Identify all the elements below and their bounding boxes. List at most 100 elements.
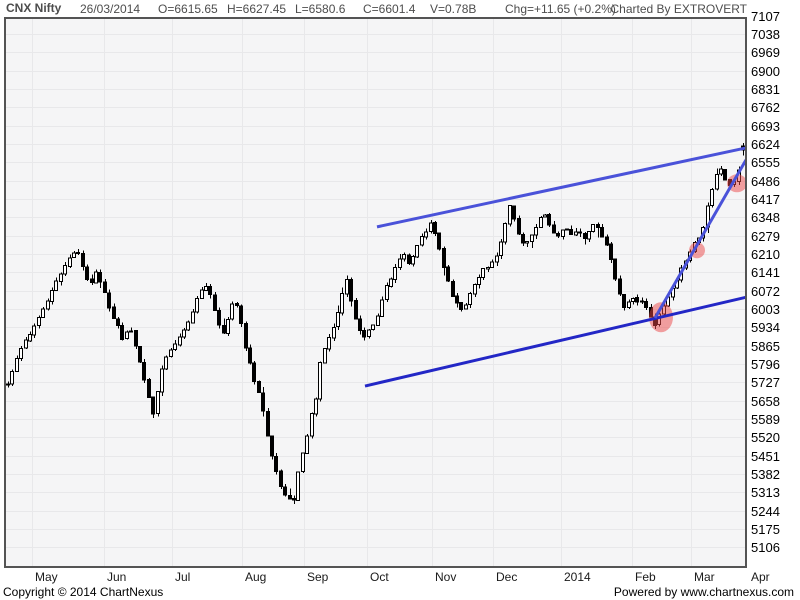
candle-body-up [305, 435, 309, 454]
price-tick-label: 6486 [751, 173, 780, 189]
candle-body-down [635, 297, 639, 303]
candle-body-down [147, 379, 151, 398]
candle-body-down [217, 310, 221, 326]
candle-body-up [473, 284, 477, 295]
month-tick-label: Feb [635, 570, 656, 584]
quote-date: 26/03/2014 [80, 2, 141, 16]
candle-body-up [490, 261, 494, 268]
price-tick-label: 5175 [751, 522, 780, 538]
month-tick-label: Oct [370, 570, 389, 584]
candle-body-up [63, 265, 67, 275]
price-tick-label: 6969 [751, 45, 780, 61]
candle-body-up [332, 326, 336, 339]
candle-body-down [517, 217, 521, 235]
candle-body-up [719, 168, 723, 175]
candle-body-down [120, 325, 124, 340]
month-tick-label: Jun [107, 570, 127, 584]
candle-body-up [640, 300, 644, 303]
powered-by-label: Powered by www.chartnexus.com [613, 585, 794, 599]
candle-body-up [561, 229, 565, 237]
price-tick-label: 7038 [751, 26, 780, 42]
candle-body-up [94, 271, 98, 284]
candle-body-down [407, 254, 411, 265]
candle-body-down [6, 383, 10, 386]
candle-body-up [376, 315, 380, 327]
candle-body-up [301, 452, 305, 472]
candle-body-up [24, 339, 28, 349]
price-tick-label: 5796 [751, 356, 780, 372]
candle-body-down [583, 232, 587, 240]
price-tick-label: 6417 [751, 191, 780, 207]
price-tick-label: 6693 [751, 118, 780, 134]
price-tick-label: 6072 [751, 283, 780, 299]
candle-body-up [591, 223, 595, 233]
candle-body-up [76, 252, 80, 255]
candle-body-down [609, 243, 613, 260]
candle-body-down [292, 498, 296, 501]
candle-body-up [314, 398, 318, 415]
candle-body-up [72, 252, 76, 259]
month-tick-label: Mar [694, 570, 715, 584]
price-tick-label: 6003 [751, 301, 780, 317]
quote-high: H=6627.45 [227, 2, 287, 16]
month-tick-label: Nov [435, 570, 457, 584]
candle-body-down [596, 223, 600, 229]
candle-body-down [446, 266, 450, 282]
candle-body-up [129, 330, 133, 333]
quote-header: CNX Nifty 26/03/2014 O=6615.65 H=6627.45… [0, 0, 800, 17]
candle-body-up [627, 301, 631, 308]
candle-body-up [204, 286, 208, 292]
candle-body-up [323, 348, 327, 364]
candle-body-up [226, 319, 230, 334]
candle-body-down [103, 281, 107, 294]
candle-body-down [283, 486, 287, 496]
candle-body-down [358, 318, 362, 332]
candle-body-up [499, 241, 503, 256]
candle-body-down [552, 224, 556, 234]
candle-body-down [235, 303, 239, 306]
candle-body-up [37, 316, 41, 326]
price-tick-label: 5106 [751, 540, 780, 556]
candle-body-up [385, 285, 389, 300]
candle-body-down [222, 325, 226, 334]
candle-body-up [318, 362, 322, 400]
candle-body-down [600, 227, 604, 238]
candle-body-up [310, 412, 314, 437]
charted-by-label: Charted By EXTROVERT [610, 2, 748, 16]
price-tick-label: 5520 [751, 430, 780, 446]
candle-body-down [261, 392, 265, 412]
price-tick-label: 6555 [751, 155, 780, 171]
candle-body-down [248, 347, 252, 364]
price-tick-label: 6348 [751, 210, 780, 226]
candle-body-down [81, 252, 85, 267]
candle-body-up [503, 222, 507, 243]
candle-body-up [534, 227, 538, 236]
candle-body-down [442, 248, 446, 268]
price-tick-label: 7107 [751, 8, 780, 24]
candle-body-down [362, 330, 366, 338]
candle-body-up [631, 297, 635, 303]
candle-body-up [59, 273, 63, 283]
candle-body-up [125, 331, 129, 340]
candle-body-up [371, 324, 375, 331]
candle-body-up [420, 236, 424, 246]
price-tick-label: 6900 [751, 63, 780, 79]
candle-body-up [32, 325, 36, 336]
price-tick-label: 5658 [751, 393, 780, 409]
candle-body-up [340, 293, 344, 314]
candle-body-down [451, 280, 455, 297]
price-tick-label: 5934 [751, 320, 780, 336]
price-tick-label: 5451 [751, 448, 780, 464]
month-tick-label: May [35, 570, 58, 584]
candle-body-up [50, 289, 54, 303]
candle-body-up [525, 240, 529, 244]
chart-plot-area[interactable] [4, 17, 747, 568]
candle-body-up [156, 391, 160, 415]
candle-body-down [437, 232, 441, 250]
candle-body-down [459, 302, 463, 311]
candle-body-up [191, 311, 195, 324]
candle-body-down [270, 435, 274, 457]
candle-body-down [354, 299, 358, 320]
month-tick-label: Sep [307, 570, 329, 584]
candle-body-up [327, 337, 331, 350]
